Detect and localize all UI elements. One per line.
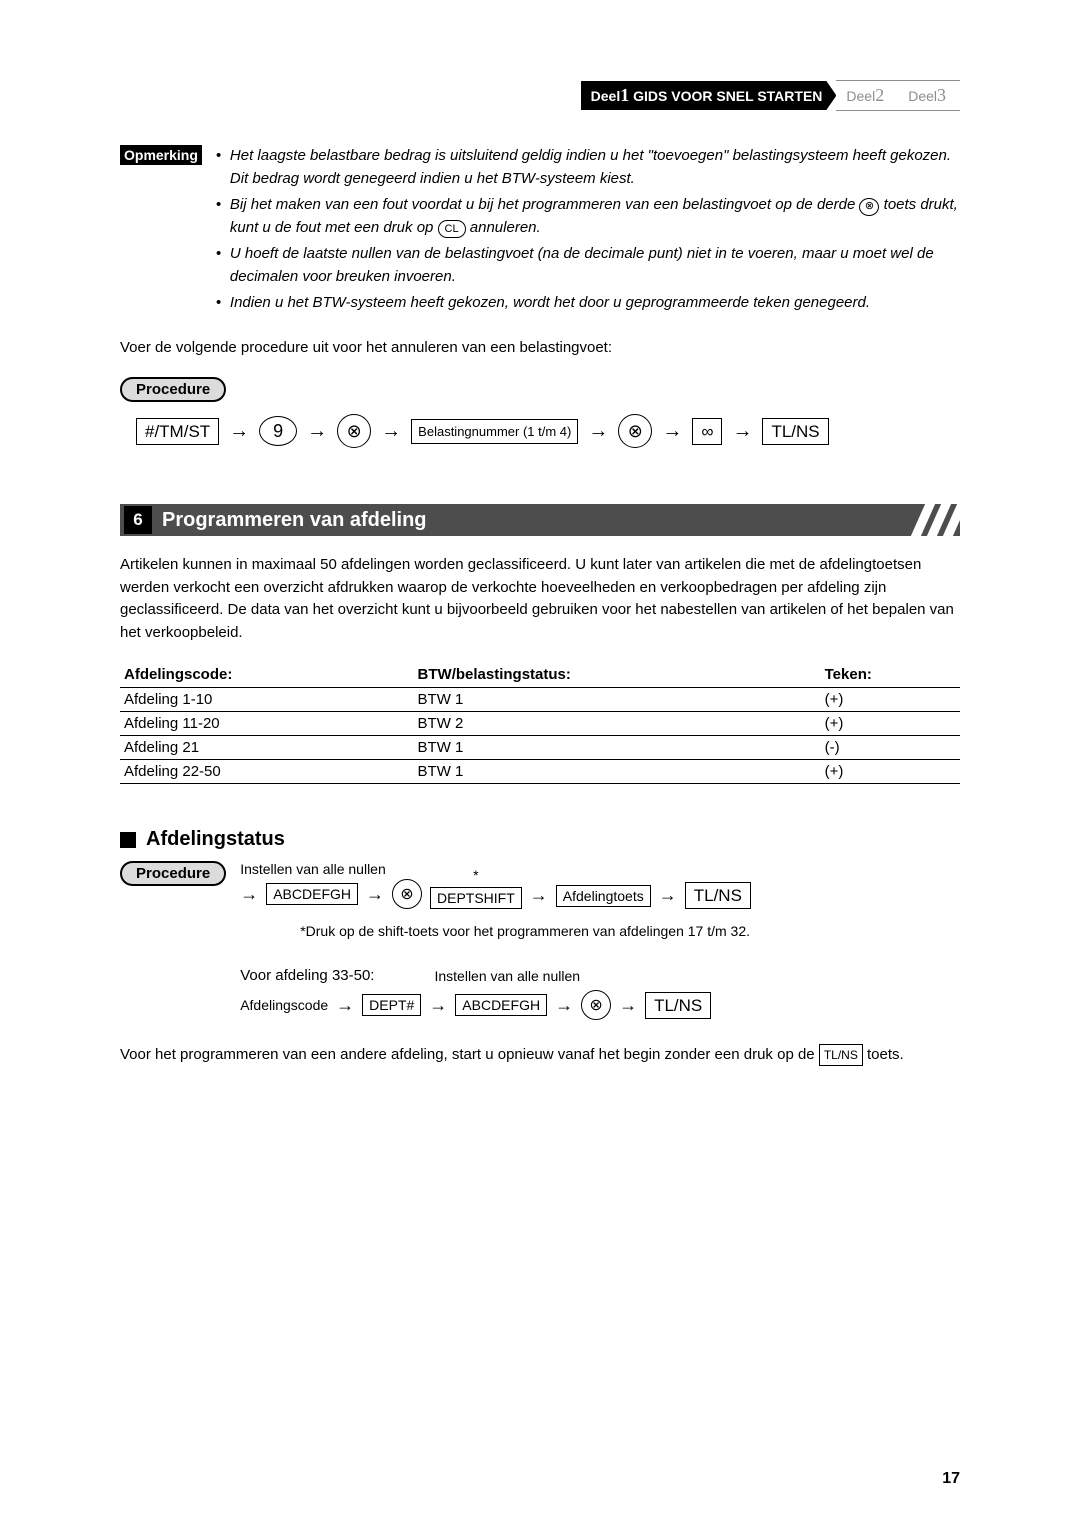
table-row: Afdeling 22-50 BTW 1 (+) xyxy=(120,760,960,784)
cell-btw: BTW 1 xyxy=(414,736,821,760)
closing-text: Voor het programmeren van een andere afd… xyxy=(120,1044,960,1067)
cl-key-icon: CL xyxy=(438,220,466,238)
cell-sign: (+) xyxy=(821,712,960,736)
table-row: Afdeling 21 BTW 1 (-) xyxy=(120,736,960,760)
square-bullet-icon xyxy=(120,832,136,848)
cell-sign: (+) xyxy=(821,760,960,784)
arrow-icon: → xyxy=(732,420,752,443)
crumb-title: GIDS VOOR SNEL STARTEN xyxy=(633,88,822,104)
flow-33-50: Afdelingscode → DEPT# → ABCDEFGH → ⊗ → T… xyxy=(240,990,960,1020)
crumb-num: 2 xyxy=(875,85,884,105)
cell-btw: BTW 1 xyxy=(414,688,821,712)
top-label: Instellen van alle nullen xyxy=(240,861,386,877)
note-item: Indien u het BTW-systeem heeft gekozen, … xyxy=(216,292,960,315)
arrow-icon: → xyxy=(662,420,682,443)
subheading-afdelingstatus: Afdelingstatus xyxy=(120,828,960,851)
section-heading-6: 6 Programmeren van afdeling xyxy=(120,504,960,536)
procedure-pill: Procedure xyxy=(120,861,226,886)
cell-sign: (-) xyxy=(821,736,960,760)
note-list: Het laagste belastbare bedrag is uitslui… xyxy=(216,145,960,319)
x-key: ⊗ xyxy=(392,879,422,909)
intro-text: Voer de volgende procedure uit voor het … xyxy=(120,337,960,360)
cell-code: Afdeling 11-20 xyxy=(120,712,414,736)
afdelingtoets-key: Afdelingtoets xyxy=(556,885,651,907)
arrow-icon: → xyxy=(530,885,548,906)
breadcrumb: Deel1 GIDS VOOR SNEL STARTEN Deel2 Deel3 xyxy=(120,80,960,111)
arrow-icon: → xyxy=(229,420,249,443)
tlns-key: TL/NS xyxy=(762,418,828,445)
note-badge: Opmerking xyxy=(120,145,202,165)
subheading-title: Afdelingstatus xyxy=(146,828,285,851)
closing-a: Voor het programmeren van een andere afd… xyxy=(120,1046,819,1063)
infinity-key: ∞ xyxy=(692,418,722,445)
arrow-icon: → xyxy=(619,995,637,1016)
department-table: Afdelingscode: BTW/belastingstatus: Teke… xyxy=(120,662,960,784)
arrow-icon: → xyxy=(240,884,258,905)
nine-key: 9 xyxy=(259,416,297,446)
asterisk: * xyxy=(473,867,478,883)
note-text: annuleren. xyxy=(466,219,541,236)
cell-code: Afdeling 21 xyxy=(120,736,414,760)
range-33-50: Voor afdeling 33-50: xyxy=(240,967,374,984)
table-row: Afdeling 11-20 BTW 2 (+) xyxy=(120,712,960,736)
tlns-inline-key: TL/NS xyxy=(819,1044,863,1066)
shift-footnote: *Druk op de shift-toets voor het program… xyxy=(300,923,960,939)
arrow-icon: → xyxy=(555,995,573,1016)
manual-page: Deel1 GIDS VOOR SNEL STARTEN Deel2 Deel3… xyxy=(0,0,1080,1528)
note-block: Opmerking Het laagste belastbare bedrag … xyxy=(120,145,960,319)
breadcrumb-part3: Deel3 xyxy=(898,80,960,111)
section6-body: Artikelen kunnen in maximaal 50 afdeling… xyxy=(120,554,960,644)
tlns-key: TL/NS xyxy=(645,992,711,1019)
flow-cancel-tax: #/TM/ST → 9 → ⊗ → Belastingnummer (1 t/m… xyxy=(136,414,960,448)
tax-number-box: Belastingnummer (1 t/m 4) xyxy=(411,419,578,444)
note-item: U hoeft de laatste nullen van de belasti… xyxy=(216,243,960,288)
section-number: 6 xyxy=(124,506,152,534)
crumb-num: 1 xyxy=(620,85,629,105)
closing-b: toets. xyxy=(863,1046,904,1063)
heading-stripes-icon xyxy=(912,504,960,536)
top-label: Instellen van alle nullen xyxy=(434,968,580,984)
tlns-key: TL/NS xyxy=(685,882,751,909)
cell-code: Afdeling 22-50 xyxy=(120,760,414,784)
arrow-icon: → xyxy=(307,420,327,443)
table-row: Afdeling 1-10 BTW 1 (+) xyxy=(120,688,960,712)
arrow-icon: → xyxy=(588,420,608,443)
abcdefgh-key: ABCDEFGH xyxy=(455,994,547,1016)
arrow-icon: → xyxy=(429,995,447,1016)
arrow-icon: → xyxy=(381,420,401,443)
crumb-pre: Deel xyxy=(908,88,937,104)
breadcrumb-active: Deel1 GIDS VOOR SNEL STARTEN xyxy=(581,81,837,110)
cell-btw: BTW 1 xyxy=(414,760,821,784)
arrow-icon: → xyxy=(659,885,677,906)
cell-btw: BTW 2 xyxy=(414,712,821,736)
crumb-pre: Deel xyxy=(846,88,875,104)
abcdefgh-key: ABCDEFGH xyxy=(266,883,358,905)
crumb-num: 3 xyxy=(937,85,946,105)
x-key: ⊗ xyxy=(337,414,371,448)
dept-hash-key: DEPT# xyxy=(362,994,421,1016)
x-key-icon: ⊗ xyxy=(859,198,879,216)
crumb-pre: Deel xyxy=(591,88,621,104)
cell-sign: (+) xyxy=(821,688,960,712)
x-key: ⊗ xyxy=(618,414,652,448)
note-item: Bij het maken van een fout voordat u bij… xyxy=(216,194,960,239)
section-title: Programmeren van afdeling xyxy=(162,505,427,536)
th-code: Afdelingscode: xyxy=(120,662,414,688)
note-text: Bij het maken van een fout voordat u bij… xyxy=(230,196,860,213)
cell-code: Afdeling 1-10 xyxy=(120,688,414,712)
tm-st-key: #/TM/ST xyxy=(136,418,219,445)
th-btw: BTW/belastingstatus: xyxy=(414,662,821,688)
procedure-pill: Procedure xyxy=(120,377,226,402)
th-sign: Teken: xyxy=(821,662,960,688)
diagram-afdelingstatus: Instellen van alle nullen → ABCDEFGH → ⊗… xyxy=(240,861,960,1020)
x-key: ⊗ xyxy=(581,990,611,1020)
deptshift-key: DEPTSHIFT xyxy=(430,887,522,909)
afdelingscode-label: Afdelingscode xyxy=(240,997,328,1013)
procedure-block-2: Procedure Instellen van alle nullen → AB… xyxy=(120,861,960,1020)
arrow-icon: → xyxy=(366,884,384,905)
page-number: 17 xyxy=(942,1470,960,1488)
note-item: Het laagste belastbare bedrag is uitslui… xyxy=(216,145,960,190)
breadcrumb-part2: Deel2 xyxy=(836,80,898,111)
arrow-icon: → xyxy=(336,995,354,1016)
